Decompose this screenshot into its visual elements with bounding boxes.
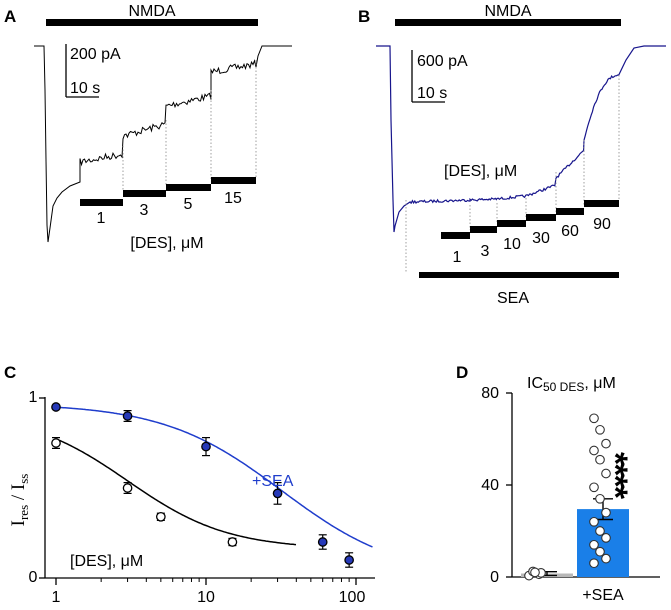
panel-c-point-control-5 xyxy=(157,513,165,521)
panel-b-conc-3: 10 xyxy=(503,236,521,253)
panel-d-point xyxy=(590,414,599,423)
panel-a-conc-label: [DES], μM xyxy=(130,235,203,252)
panel-d-point xyxy=(590,559,599,568)
panel-d-point xyxy=(531,568,540,577)
panel-a-conc-3: 5 xyxy=(184,196,193,213)
panel-a-scale-time: 10 s xyxy=(70,80,100,97)
panel-c-point-sea-90 xyxy=(345,553,353,567)
panel-a: A NMDA 200 pA 10 s 1 3 5 15 [DES], μM xyxy=(4,3,292,252)
panel-d-points xyxy=(525,414,611,580)
panel-c-letter: C xyxy=(4,363,16,382)
panel-b-nmda-bar xyxy=(395,19,621,26)
panel-b-sea-label: SEA xyxy=(497,290,529,307)
panel-b-conc-2: 3 xyxy=(481,243,490,260)
panel-c-point-control-15 xyxy=(228,538,236,546)
panel-b-scale-current: 600 pA xyxy=(417,53,468,70)
panel-d-point xyxy=(596,547,605,556)
panel-b-conc-5: 60 xyxy=(561,223,579,240)
panel-a-nmda-label: NMDA xyxy=(128,3,175,20)
panel-c-ytick-1: 1 xyxy=(29,389,38,406)
panel-c-points xyxy=(52,403,354,567)
panel-d-point xyxy=(590,518,599,527)
panel-a-conc-bar-3 xyxy=(166,184,211,191)
panel-a-nmda-bar xyxy=(46,19,258,26)
panel-b-scale-time: 10 s xyxy=(417,85,447,102)
panel-d: D 80 40 0 IC50 DES, μM **** +SEA xyxy=(456,363,660,604)
panel-b-conc-bar-4 xyxy=(526,214,556,221)
panel-d-point xyxy=(590,541,599,550)
panel-a-letter: A xyxy=(4,7,16,26)
panel-b: B NMDA 600 pA 10 s [DES], μM 1 3 10 30 6… xyxy=(358,3,666,307)
panel-d-point xyxy=(602,554,611,563)
panel-c-xtick-1: 1 xyxy=(52,589,61,606)
panel-c-fit-sea xyxy=(56,407,373,547)
panel-d-ytick-40: 40 xyxy=(481,477,499,494)
panel-d-xtick-sea: +SEA xyxy=(582,587,624,604)
panel-a-conc-1: 1 xyxy=(97,210,106,227)
panel-d-point xyxy=(596,426,605,435)
panel-a-scale-current: 200 pA xyxy=(70,46,121,63)
panel-d-ytick-80: 80 xyxy=(481,385,499,402)
panel-c-xtick-10: 10 xyxy=(197,589,215,606)
panel-b-conc-6: 90 xyxy=(593,216,611,233)
panel-d-title: IC50 DES, μM xyxy=(527,375,616,394)
panel-d-significance: **** xyxy=(596,452,634,500)
panel-d-point xyxy=(596,527,605,536)
panel-b-current-trace xyxy=(376,46,666,232)
panel-d-point xyxy=(602,534,611,543)
panel-a-conc-bar-2 xyxy=(123,190,166,197)
panel-b-conc-bar-6 xyxy=(584,200,619,207)
panel-c-point-sea-1 xyxy=(52,403,60,411)
panel-c-point-control-3 xyxy=(123,483,131,494)
panel-a-conc-bar-1 xyxy=(80,199,123,206)
panel-a-conc-bar-4 xyxy=(211,177,256,184)
panel-d-letter: D xyxy=(456,363,468,382)
panel-b-conc-4: 30 xyxy=(532,230,550,247)
panel-c-sea-label: +SEA xyxy=(252,473,294,490)
panel-c-point-sea-60 xyxy=(319,535,327,549)
panel-d-ytick-0: 0 xyxy=(490,569,499,586)
panel-b-nmda-label: NMDA xyxy=(484,3,531,20)
panel-b-conc-bar-2 xyxy=(470,226,497,233)
panel-d-point xyxy=(602,508,611,517)
panel-c-y-axis-label: Ires / Iss xyxy=(8,474,31,527)
panel-b-letter: B xyxy=(358,7,370,26)
panel-a-conc-2: 3 xyxy=(140,202,149,219)
panel-c-conc-label: [DES], μM xyxy=(70,553,143,570)
panel-a-conc-4: 15 xyxy=(224,190,242,207)
panel-c-point-control-1 xyxy=(52,438,60,449)
figure: A NMDA 200 pA 10 s 1 3 5 15 [DES], μM B … xyxy=(0,0,671,610)
panel-c-xtick-100: 100 xyxy=(339,589,366,606)
panel-d-point xyxy=(602,439,611,448)
panel-c-point-sea-3 xyxy=(123,411,131,422)
panel-c: C 1 0 1 10 100 Ires / Iss +SEA [DES], μM xyxy=(4,363,375,606)
panel-a-current-trace xyxy=(34,46,292,242)
panel-b-sea-bar xyxy=(419,272,619,278)
panel-b-conc-label: [DES], μM xyxy=(444,163,517,180)
panel-b-conc-1: 1 xyxy=(453,249,462,266)
panel-b-conc-bar-3 xyxy=(497,220,526,227)
panel-c-fit-control xyxy=(56,439,296,545)
panel-c-ytick-0: 0 xyxy=(29,569,38,586)
panel-b-conc-bar-1 xyxy=(441,232,470,239)
panel-b-conc-bar-5 xyxy=(556,208,584,215)
